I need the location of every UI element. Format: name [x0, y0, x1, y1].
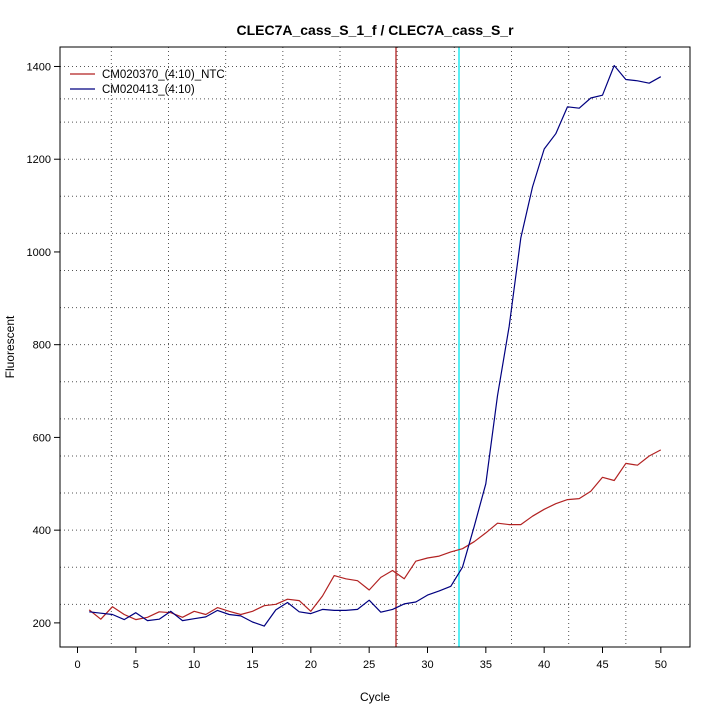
y-tick-label: 200: [33, 618, 51, 630]
y-tick-label: 400: [33, 525, 51, 537]
x-tick-label: 20: [305, 659, 317, 671]
y-axis: 200 400 600 800 1000 1200 1400: [27, 61, 60, 630]
x-tick-label: 50: [655, 659, 667, 671]
x-tick-label: 15: [246, 659, 258, 671]
x-tick-label: 45: [596, 659, 608, 671]
legend-label: CM020413_(4:10): [102, 84, 195, 96]
x-axis-label: Cycle: [360, 690, 390, 704]
x-tick-label: 10: [188, 659, 200, 671]
y-axis-label: Fluorescent: [3, 315, 17, 378]
series-line: [89, 64, 662, 627]
series-line: [88, 449, 662, 621]
x-tick-label: 5: [133, 659, 139, 671]
chart-title: CLEC7A_cass_S_1_f / CLEC7A_cass_S_r: [236, 22, 514, 38]
y-tick-label: 1400: [27, 61, 51, 73]
legend-label: CM020370_(4:10)_NTC: [102, 69, 225, 81]
y-tick-label: 1200: [27, 154, 51, 166]
threshold-lines: [395, 47, 460, 647]
y-tick-label: 1000: [27, 247, 51, 259]
y-tick-label: 800: [33, 340, 51, 352]
series-lines: [88, 64, 662, 627]
x-tick-label: 30: [421, 659, 433, 671]
grid-lines: [60, 47, 690, 647]
plot-frame: [59, 46, 691, 648]
x-tick-label: 40: [538, 659, 550, 671]
x-tick-label: 0: [74, 659, 80, 671]
y-tick-label: 600: [33, 432, 51, 444]
x-tick-label: 35: [480, 659, 492, 671]
legend: CM020370_(4:10)_NTC CM020413_(4:10): [70, 69, 225, 96]
x-axis: 0 5 10 15 20 25 30 35 40 45 50: [74, 647, 667, 671]
x-tick-label: 25: [363, 659, 375, 671]
